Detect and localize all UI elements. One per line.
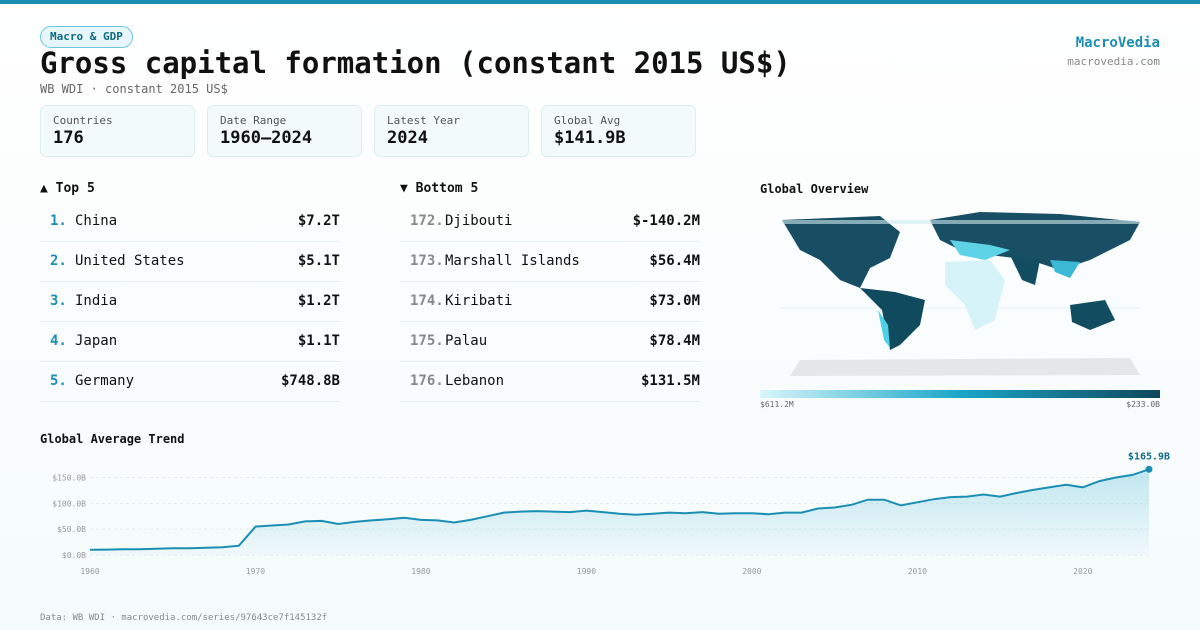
brand: MacroVedia xyxy=(1075,35,1160,51)
end-point xyxy=(1145,465,1153,473)
rank-row: 1. China $7.2T xyxy=(40,201,340,242)
y-tick-label: $50.0B xyxy=(57,525,86,534)
country: China xyxy=(75,213,118,229)
rank-row: 175. Palau $78.4M xyxy=(400,321,700,362)
rank-row: 5. Germany $748.8B xyxy=(40,361,340,402)
trend-chart: $0.0B $50.0B $100.0B $150.0B 1960 1970 1980 199… xyxy=(52,451,1170,576)
country: United States xyxy=(75,253,185,269)
rank-row: 3. India $1.2T xyxy=(40,281,340,322)
rank: 5. xyxy=(50,373,67,389)
stat-card: Date Range 1960–2024 xyxy=(207,105,362,157)
rank-row: 174. Kiribati $73.0M xyxy=(400,281,700,322)
stat-label: Global Avg xyxy=(554,114,621,127)
tag: Macro & GDP xyxy=(40,26,133,48)
x-tick-label: 2010 xyxy=(908,567,927,576)
value: $-140.2M xyxy=(632,213,700,229)
country: Germany xyxy=(75,373,135,389)
value: $73.0M xyxy=(649,293,700,309)
area xyxy=(90,469,1149,555)
x-tick-label: 2020 xyxy=(1073,567,1092,576)
site: macrovedia.com xyxy=(1067,55,1160,68)
legend-min: $611.2M xyxy=(760,400,794,409)
stat-value: 2024 xyxy=(387,128,428,148)
value: $7.2T xyxy=(297,213,340,229)
x-tick-label: 1980 xyxy=(411,567,430,576)
country: Palau xyxy=(445,333,488,349)
y-tick-label: $0.0B xyxy=(62,551,86,560)
x-tick-label: 1970 xyxy=(246,567,265,576)
rank: 174. xyxy=(410,293,444,309)
rank-row: 172. Djibouti $-140.2M xyxy=(400,201,700,242)
value: $78.4M xyxy=(649,333,700,349)
rank: 175. xyxy=(410,333,444,349)
rank-row: 173. Marshall Islands $56.4M xyxy=(400,241,700,282)
rank: 2. xyxy=(50,253,67,269)
rank: 4. xyxy=(50,333,67,349)
stat-card: Global Avg $141.9B xyxy=(541,105,696,157)
stat-label: Countries xyxy=(53,114,113,127)
stat-value: 176 xyxy=(53,128,84,148)
x-tick-label: 1960 xyxy=(80,567,99,576)
y-tick-label: $150.0B xyxy=(52,474,86,483)
legend-max: $233.0B xyxy=(1126,400,1160,409)
country: India xyxy=(75,293,118,309)
x-tick-label: 1990 xyxy=(577,567,596,576)
chart-title: Global Average Trend xyxy=(40,432,185,446)
top-bar xyxy=(0,0,1200,4)
value: $1.1T xyxy=(297,333,340,349)
title: Gross capital formation (constant 2015 U… xyxy=(40,46,791,80)
rank: 1. xyxy=(50,213,67,229)
stat-value: $141.9B xyxy=(554,128,626,148)
rank-row: 176. Lebanon $131.5M xyxy=(400,361,700,402)
country: Marshall Islands xyxy=(445,253,580,269)
value: $1.2T xyxy=(297,293,340,309)
y-tick-label: $100.0B xyxy=(52,499,86,508)
rank: 3. xyxy=(50,293,67,309)
country: Djibouti xyxy=(445,213,513,229)
stat-label: Date Range xyxy=(220,114,287,127)
value: $748.8B xyxy=(280,373,340,389)
bottom-title: ▼ Bottom 5 xyxy=(400,181,479,196)
subtitle: WB WDI · constant 2015 US$ xyxy=(40,82,228,96)
map: $611.2M $233.0B xyxy=(760,212,1160,409)
rank-row: 4. Japan $1.1T xyxy=(40,321,340,362)
stat-card: Countries 176 xyxy=(40,105,195,157)
rank: 172. xyxy=(410,213,444,229)
stat-value: 1960–2024 xyxy=(220,128,313,148)
top-title: ▲ Top 5 xyxy=(40,181,95,196)
rank-row: 2. United States $5.1T xyxy=(40,241,340,282)
stat-card: Latest Year 2024 xyxy=(374,105,529,157)
footer: Data: WB WDI · macrovedia.com/series/976… xyxy=(40,613,328,623)
value-label: $165.9B xyxy=(1128,451,1170,462)
map-title: Global Overview xyxy=(760,182,869,196)
value: $56.4M xyxy=(649,253,700,269)
rank: 173. xyxy=(410,253,444,269)
stat-label: Latest Year xyxy=(387,114,460,127)
country: Japan xyxy=(75,333,118,349)
country: Lebanon xyxy=(445,373,505,389)
rank: 176. xyxy=(410,373,444,389)
line xyxy=(89,468,1150,551)
value: $5.1T xyxy=(297,253,340,269)
x-tick-label: 2000 xyxy=(742,567,761,576)
value: $131.5M xyxy=(640,373,700,389)
country: Kiribati xyxy=(445,293,513,309)
